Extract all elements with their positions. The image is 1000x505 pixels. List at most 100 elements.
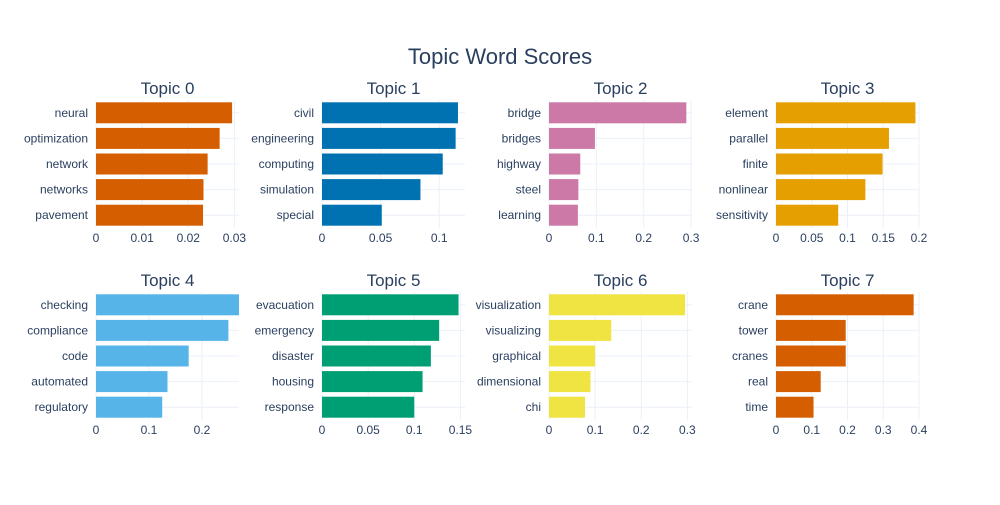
x-tick-label: 0.4 bbox=[911, 423, 928, 437]
x-tick-label: 0.1 bbox=[141, 423, 158, 437]
bar-optimization[interactable] bbox=[96, 127, 220, 149]
x-tick-label: 0 bbox=[773, 423, 780, 437]
panel-title: Topic 4 bbox=[141, 271, 195, 290]
bar-regulatory[interactable] bbox=[96, 396, 163, 418]
bar-element[interactable] bbox=[776, 102, 916, 124]
y-tick-label: neural bbox=[55, 106, 88, 120]
y-tick-label: civil bbox=[294, 106, 314, 120]
y-tick-label: computing bbox=[259, 157, 314, 171]
bar-compliance[interactable] bbox=[96, 319, 229, 341]
bar-bridge[interactable] bbox=[549, 102, 687, 124]
x-tick-label: 0.05 bbox=[369, 231, 393, 245]
bar-code[interactable] bbox=[96, 345, 189, 367]
bar-network[interactable] bbox=[96, 153, 208, 175]
bar-highway[interactable] bbox=[549, 153, 581, 175]
x-tick-label: 0.3 bbox=[679, 423, 696, 437]
y-tick-label: emergency bbox=[255, 323, 314, 337]
bar-finite[interactable] bbox=[776, 153, 883, 175]
panel-title: Topic 0 bbox=[141, 79, 195, 98]
x-tick-label: 0.15 bbox=[449, 423, 473, 437]
bar-emergency[interactable] bbox=[322, 319, 440, 341]
y-tick-label: learning bbox=[498, 208, 541, 222]
panel-title: Topic 2 bbox=[594, 79, 648, 98]
y-tick-label: time bbox=[745, 400, 768, 414]
y-tick-label: regulatory bbox=[35, 400, 88, 414]
x-tick-label: 0.2 bbox=[635, 231, 652, 245]
panel-title: Topic 5 bbox=[367, 271, 421, 290]
bar-evacuation[interactable] bbox=[322, 294, 459, 316]
panel-title: Topic 3 bbox=[821, 79, 875, 98]
y-tick-label: tower bbox=[739, 323, 768, 337]
x-tick-label: 0 bbox=[319, 231, 326, 245]
bar-graphical[interactable] bbox=[549, 345, 596, 367]
bar-steel[interactable] bbox=[549, 179, 579, 201]
bar-real[interactable] bbox=[776, 371, 821, 393]
bar-response[interactable] bbox=[322, 396, 415, 418]
y-tick-label: finite bbox=[743, 157, 769, 171]
x-tick-label: 0.03 bbox=[223, 231, 247, 245]
topic-panel-2: Topic 2 0 0.1 0.2 0.3 bridge bridges highway ste… bbox=[497, 79, 700, 245]
x-tick-label: 0.05 bbox=[356, 423, 380, 437]
x-tick-label: 0.2 bbox=[194, 423, 211, 437]
x-tick-label: 0 bbox=[773, 231, 780, 245]
y-tick-label: visualization bbox=[476, 298, 541, 312]
y-tick-label: pavement bbox=[35, 208, 88, 222]
bar-learning[interactable] bbox=[549, 204, 578, 226]
topic-panel-0: Topic 0 0 0.01 0.02 0.03 neural optimization ne… bbox=[24, 79, 246, 245]
y-tick-label: engineering bbox=[251, 131, 314, 145]
bar-special[interactable] bbox=[322, 204, 382, 226]
bar-time[interactable] bbox=[776, 396, 814, 418]
topic-panel-5: Topic 5 0 0.05 0.1 0.15 evacuation emergency di… bbox=[255, 271, 473, 437]
x-tick-label: 0.02 bbox=[177, 231, 201, 245]
bar-crane[interactable] bbox=[776, 294, 914, 316]
bar-pavement[interactable] bbox=[96, 204, 204, 226]
y-tick-label: nonlinear bbox=[719, 183, 768, 197]
bar-housing[interactable] bbox=[322, 371, 423, 393]
y-tick-label: element bbox=[725, 106, 768, 120]
x-tick-label: 0.1 bbox=[431, 231, 448, 245]
bar-neural[interactable] bbox=[96, 102, 233, 124]
x-tick-label: 0.1 bbox=[588, 231, 605, 245]
topic-panel-1: Topic 1 0 0.05 0.1 civil engineering computing… bbox=[251, 79, 465, 245]
y-tick-label: cranes bbox=[732, 349, 768, 363]
bar-computing[interactable] bbox=[322, 153, 443, 175]
bar-networks[interactable] bbox=[96, 179, 204, 201]
bar-visualizing[interactable] bbox=[549, 319, 612, 341]
bar-checking[interactable] bbox=[96, 294, 239, 316]
y-tick-label: crane bbox=[738, 298, 768, 312]
bar-parallel[interactable] bbox=[776, 127, 889, 149]
y-tick-label: automated bbox=[31, 375, 88, 389]
y-tick-label: compliance bbox=[27, 323, 88, 337]
x-tick-label: 0.1 bbox=[803, 423, 820, 437]
bar-sensitivity[interactable] bbox=[776, 204, 839, 226]
bar-bridges[interactable] bbox=[549, 127, 595, 149]
bar-disaster[interactable] bbox=[322, 345, 431, 367]
y-tick-label: networks bbox=[40, 183, 88, 197]
topic-panel-3: Topic 3 0 0.05 0.1 0.15 0.2 element parallel fin… bbox=[716, 79, 928, 245]
x-tick-label: 0 bbox=[546, 231, 553, 245]
y-tick-label: parallel bbox=[729, 131, 768, 145]
topic-panel-4: Topic 4 0 0.1 0.2 checking compliance code auto… bbox=[27, 271, 239, 437]
bar-visualization[interactable] bbox=[549, 294, 686, 316]
bar-automated[interactable] bbox=[96, 371, 168, 393]
x-tick-label: 0.05 bbox=[800, 231, 824, 245]
y-tick-label: code bbox=[62, 349, 88, 363]
y-tick-label: visualizing bbox=[486, 323, 541, 337]
bar-tower[interactable] bbox=[776, 319, 846, 341]
x-tick-label: 0.2 bbox=[911, 231, 928, 245]
y-tick-label: dimensional bbox=[477, 375, 541, 389]
y-tick-label: checking bbox=[41, 298, 88, 312]
bar-chi[interactable] bbox=[549, 396, 585, 418]
x-tick-label: 0.1 bbox=[839, 231, 856, 245]
y-tick-label: housing bbox=[272, 375, 314, 389]
bar-civil[interactable] bbox=[322, 102, 458, 124]
bar-dimensional[interactable] bbox=[549, 371, 591, 393]
bar-simulation[interactable] bbox=[322, 179, 421, 201]
x-tick-label: 0 bbox=[93, 231, 100, 245]
bar-nonlinear[interactable] bbox=[776, 179, 866, 201]
bar-cranes[interactable] bbox=[776, 345, 846, 367]
bar-engineering[interactable] bbox=[322, 127, 456, 149]
x-tick-label: 0.3 bbox=[875, 423, 892, 437]
